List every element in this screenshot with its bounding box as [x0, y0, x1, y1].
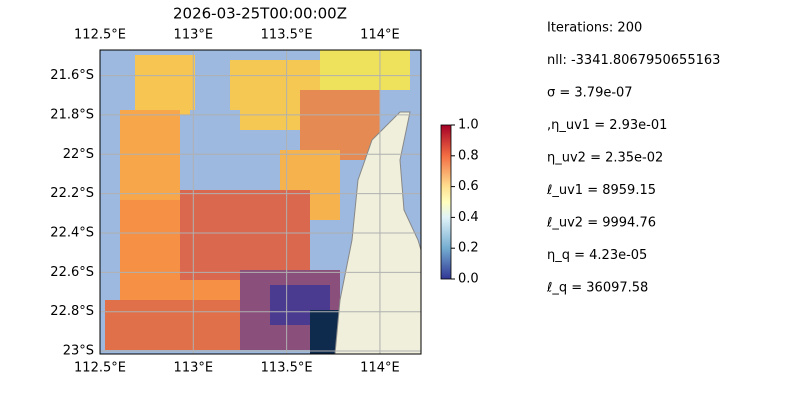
colorbar-label: 1.0 — [458, 118, 479, 133]
colorbar-label: 0.2 — [458, 241, 479, 256]
lon-label-bottom: 113°E — [174, 361, 214, 376]
lon-label-top: 113°E — [174, 28, 214, 43]
info-line: η_uv2 = 2.35e-02 — [547, 151, 663, 166]
info-line: Iterations: 200 — [547, 21, 642, 36]
colorbar-label: 0.6 — [458, 179, 479, 194]
lon-label-bottom: 112.5°E — [74, 361, 126, 376]
lat-label: 21.6°S — [50, 68, 94, 83]
map-frame — [99, 49, 422, 355]
info-line: nll: -3341.8067950655163 — [547, 53, 720, 68]
lon-label-top: 113.5°E — [261, 28, 313, 43]
lat-label: 22.4°S — [50, 225, 94, 240]
lat-label: 22°S — [63, 147, 94, 162]
colorbar-label: 0.4 — [458, 210, 479, 225]
colorbar-label: 0.0 — [458, 272, 479, 287]
colorbar-label: 0.8 — [458, 148, 479, 163]
lon-label-bottom: 114°E — [360, 361, 400, 376]
lon-label-bottom: 113.5°E — [261, 361, 313, 376]
lat-label: 23°S — [63, 344, 94, 359]
lon-label-top: 112.5°E — [74, 28, 126, 43]
info-line: η_q = 4.23e-05 — [547, 248, 647, 263]
info-line: ℓ_uv1 = 8959.15 — [546, 183, 656, 198]
map-title: 2026-03-25T00:00:00Z — [173, 5, 347, 23]
lat-label: 21.8°S — [50, 107, 94, 122]
lat-label: 22.6°S — [50, 265, 94, 280]
lat-label: 22.2°S — [50, 186, 94, 201]
colorbar — [440, 124, 452, 280]
info-line: σ = 3.79e-07 — [547, 86, 633, 101]
info-line: ,η_uv1 = 2.93e-01 — [547, 118, 667, 133]
info-line: ℓ_uv2 = 9994.76 — [546, 216, 656, 231]
lon-label-top: 114°E — [360, 28, 400, 43]
info-line: ℓ_q = 36097.58 — [546, 281, 648, 296]
lat-label: 22.8°S — [50, 304, 94, 319]
map-image — [100, 50, 421, 354]
